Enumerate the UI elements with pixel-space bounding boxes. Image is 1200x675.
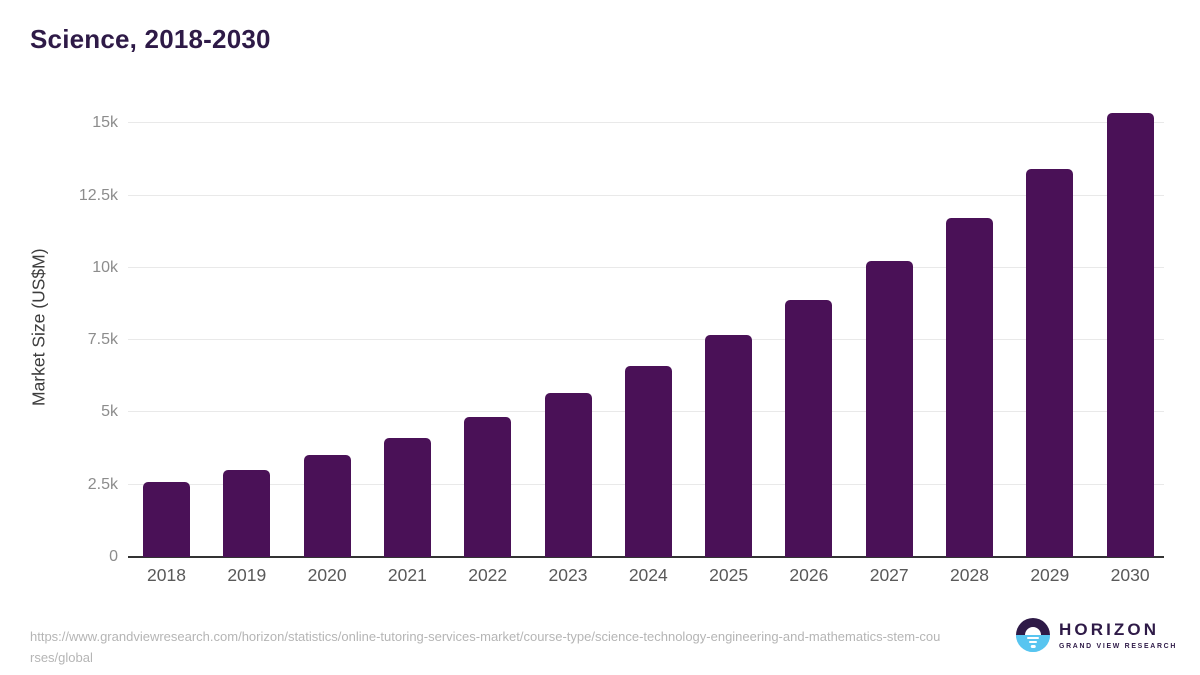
bar-2019[interactable] [223, 470, 271, 557]
x-tick-label-2026: 2026 [789, 565, 829, 585]
brand-logo: HORIZON GRAND VIEW RESEARCH [1016, 618, 1177, 652]
bar-2028[interactable] [946, 217, 993, 557]
x-tick-label-2027: 2027 [869, 565, 909, 585]
bar-2022[interactable] [464, 417, 512, 557]
bar-2027[interactable] [865, 261, 913, 557]
y-tick-label-0: 0 [109, 548, 118, 565]
horizon-sunrise-icon [1016, 618, 1050, 652]
x-tick-label-2020: 2020 [307, 565, 347, 585]
y-axis-tick-labels: 0 2.5k 5k 7.5k 10k 12.5k 15k [30, 97, 118, 565]
reflection-line [1030, 645, 1036, 648]
page-title: Science, 2018-2030 [30, 24, 271, 54]
sea-half [1016, 635, 1050, 652]
reflection-line [1029, 641, 1037, 644]
bar-2030[interactable] [1106, 113, 1154, 557]
bar-chart-plot-area [128, 97, 1164, 558]
bar-2018[interactable] [143, 481, 190, 557]
logo-name: HORIZON [1059, 620, 1160, 640]
y-tick-label-15k: 15k [92, 114, 118, 132]
y-tick-label-7.5k: 7.5k [87, 331, 118, 349]
y-tick-label-2.5k: 2.5k [87, 475, 118, 493]
bar-2029[interactable] [1026, 168, 1074, 557]
x-tick-label-2028: 2028 [950, 565, 989, 585]
x-tick-label-2024: 2024 [628, 565, 668, 585]
bar-2024[interactable] [624, 366, 672, 557]
gridline-15k [128, 122, 1164, 124]
x-tick-label-2023: 2023 [548, 565, 588, 585]
x-tick-label-2030: 2030 [1110, 565, 1150, 585]
bar-2020[interactable] [303, 455, 351, 557]
x-tick-label-2018: 2018 [147, 565, 186, 585]
y-tick-label-5k: 5k [101, 403, 118, 421]
gridline-7.5k [128, 339, 1164, 341]
bar-2026[interactable] [785, 299, 833, 557]
bar-2025[interactable] [705, 334, 753, 557]
reflection-line [1027, 637, 1039, 640]
logo-subtitle: GRAND VIEW RESEARCH [1059, 642, 1178, 650]
gridline-12.5k [128, 194, 1164, 196]
x-tick-label-2025: 2025 [709, 565, 749, 585]
bar-2021[interactable] [383, 437, 431, 557]
x-axis-tick-labels: 2018 2019 2020 2021 2022 2023 2024 2025 2026 2027… [128, 565, 1164, 589]
bar-2023[interactable] [544, 393, 592, 557]
y-tick-label-10k: 10k [92, 258, 118, 276]
x-tick-label-2019: 2019 [227, 565, 267, 585]
x-tick-label-2029: 2029 [1030, 565, 1070, 585]
x-tick-label-2022: 2022 [468, 565, 508, 585]
y-tick-label-12.5k: 12.5k [78, 186, 118, 204]
logo-text: HORIZON GRAND VIEW RESEARCH [1059, 620, 1177, 650]
gridline-10k [128, 266, 1164, 268]
x-tick-label-2021: 2021 [387, 565, 427, 585]
source-url: https://www.grandviewresearch.com/horizo… [30, 629, 941, 666]
x-axis-line [128, 556, 1164, 558]
